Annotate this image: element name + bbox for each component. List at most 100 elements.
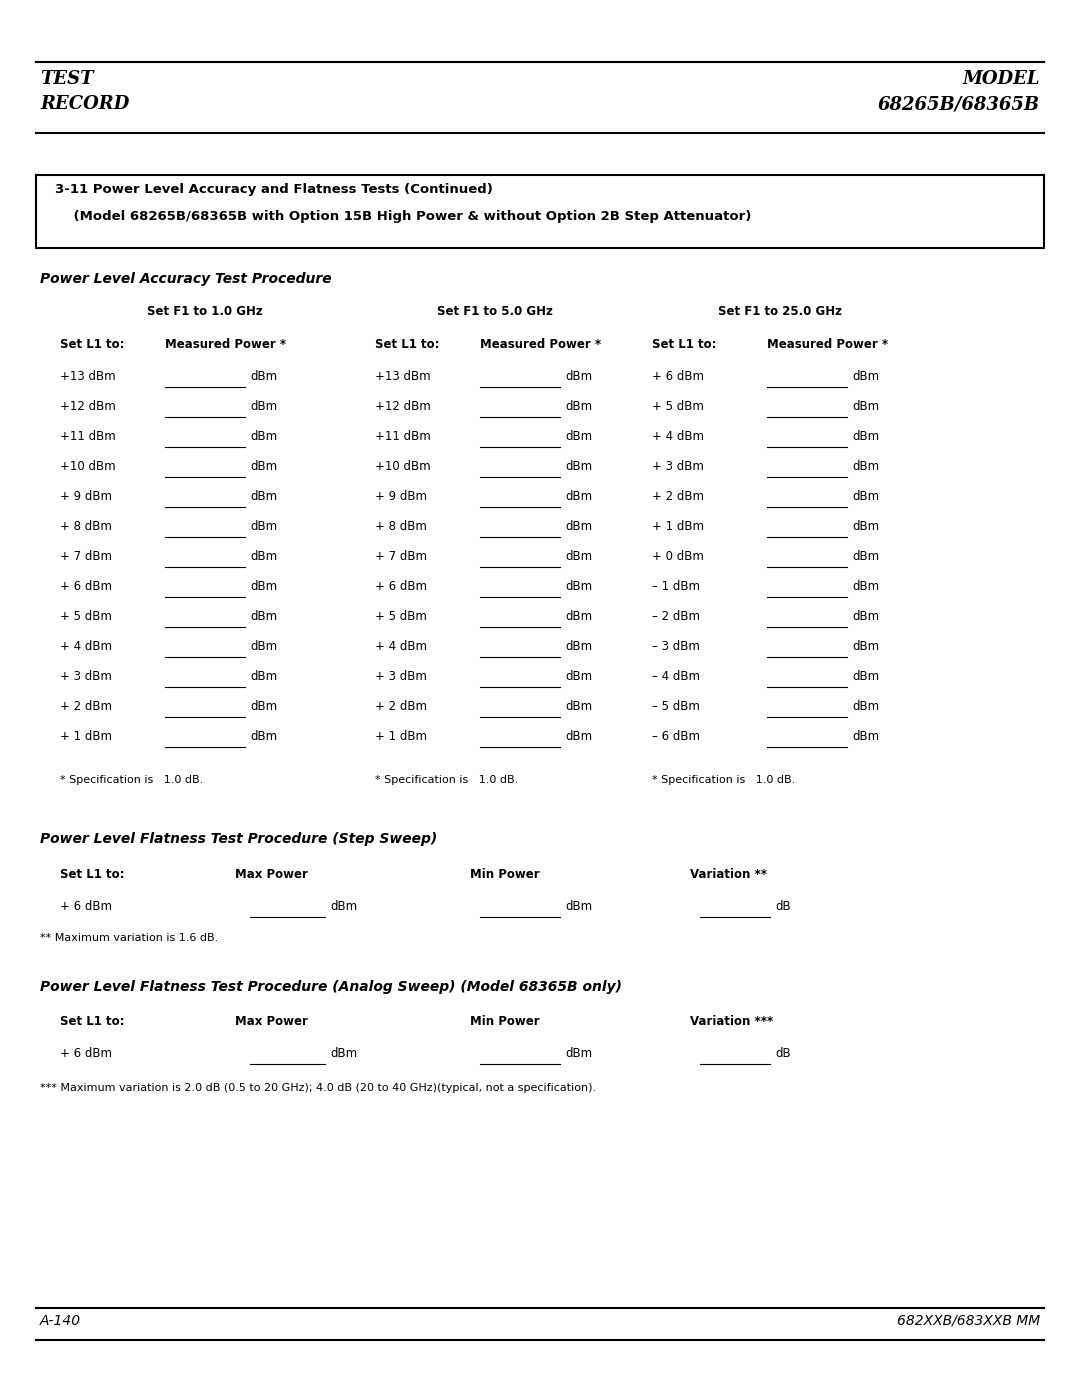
Text: dBm: dBm (852, 520, 879, 534)
Text: + 4 dBm: + 4 dBm (652, 430, 704, 443)
Text: Measured Power *: Measured Power * (165, 338, 286, 351)
Text: + 6 dBm: + 6 dBm (375, 580, 427, 592)
Text: dBm: dBm (249, 580, 278, 592)
Text: dBm: dBm (852, 400, 879, 414)
Text: – 2 dBm: – 2 dBm (652, 610, 700, 623)
Text: * Specification is   1.0 dB.: * Specification is 1.0 dB. (60, 775, 203, 785)
Text: dBm: dBm (249, 550, 278, 563)
Text: + 7 dBm: + 7 dBm (60, 550, 112, 563)
Text: Max Power: Max Power (235, 1016, 308, 1028)
Text: dBm: dBm (565, 400, 592, 414)
Text: – 6 dBm: – 6 dBm (652, 731, 700, 743)
Text: Min Power: Min Power (470, 1016, 540, 1028)
Text: Set L1 to:: Set L1 to: (60, 338, 124, 351)
Text: dBm: dBm (852, 460, 879, 474)
Text: dBm: dBm (330, 1046, 357, 1060)
Text: A-140: A-140 (40, 1315, 81, 1329)
Text: + 2 dBm: + 2 dBm (375, 700, 427, 712)
Text: dBm: dBm (852, 430, 879, 443)
Text: + 3 dBm: + 3 dBm (375, 671, 427, 683)
Text: dBm: dBm (852, 370, 879, 383)
Text: + 6 dBm: + 6 dBm (60, 1046, 112, 1060)
Text: Set L1 to:: Set L1 to: (60, 1016, 124, 1028)
Text: dBm: dBm (249, 731, 278, 743)
Text: dBm: dBm (249, 490, 278, 503)
Text: dBm: dBm (249, 671, 278, 683)
Text: MODEL: MODEL (962, 70, 1040, 88)
Text: + 5 dBm: + 5 dBm (375, 610, 427, 623)
Text: – 3 dBm: – 3 dBm (652, 640, 700, 652)
Text: dB: dB (775, 1046, 791, 1060)
Text: Set L1 to:: Set L1 to: (375, 338, 440, 351)
Text: +12 dBm: +12 dBm (60, 400, 116, 414)
Text: RECORD: RECORD (40, 95, 130, 113)
Text: dBm: dBm (852, 731, 879, 743)
Text: – 5 dBm: – 5 dBm (652, 700, 700, 712)
Text: Measured Power *: Measured Power * (767, 338, 888, 351)
Text: + 8 dBm: + 8 dBm (375, 520, 427, 534)
Text: dBm: dBm (249, 520, 278, 534)
Text: dBm: dBm (565, 731, 592, 743)
Text: + 7 dBm: + 7 dBm (375, 550, 427, 563)
Text: + 1 dBm: + 1 dBm (60, 731, 112, 743)
Text: dBm: dBm (565, 520, 592, 534)
Text: + 6 dBm: + 6 dBm (652, 370, 704, 383)
Text: + 9 dBm: + 9 dBm (60, 490, 112, 503)
Text: dBm: dBm (249, 400, 278, 414)
Text: dBm: dBm (565, 700, 592, 712)
Text: dBm: dBm (565, 671, 592, 683)
Text: + 2 dBm: + 2 dBm (60, 700, 112, 712)
Text: +13 dBm: +13 dBm (375, 370, 431, 383)
Text: – 1 dBm: – 1 dBm (652, 580, 700, 592)
Text: +13 dBm: +13 dBm (60, 370, 116, 383)
Text: * Specification is   1.0 dB.: * Specification is 1.0 dB. (652, 775, 795, 785)
Text: + 6 dBm: + 6 dBm (60, 580, 112, 592)
Text: Set L1 to:: Set L1 to: (60, 868, 124, 882)
Text: Min Power: Min Power (470, 868, 540, 882)
Text: +10 dBm: +10 dBm (60, 460, 116, 474)
Text: dBm: dBm (565, 370, 592, 383)
Text: +10 dBm: +10 dBm (375, 460, 431, 474)
Text: dB: dB (775, 900, 791, 914)
Text: 3-11 Power Level Accuracy and Flatness Tests (Continued): 3-11 Power Level Accuracy and Flatness T… (55, 183, 492, 196)
Text: + 2 dBm: + 2 dBm (652, 490, 704, 503)
Text: dBm: dBm (565, 430, 592, 443)
Text: TEST: TEST (40, 70, 94, 88)
Text: + 6 dBm: + 6 dBm (60, 900, 112, 914)
Text: + 5 dBm: + 5 dBm (652, 400, 704, 414)
FancyBboxPatch shape (36, 175, 1044, 249)
Text: Set F1 to 5.0 GHz: Set F1 to 5.0 GHz (437, 305, 553, 319)
Text: Set F1 to 25.0 GHz: Set F1 to 25.0 GHz (718, 305, 842, 319)
Text: – 4 dBm: – 4 dBm (652, 671, 700, 683)
Text: Max Power: Max Power (235, 868, 308, 882)
Text: + 8 dBm: + 8 dBm (60, 520, 112, 534)
Text: + 9 dBm: + 9 dBm (375, 490, 427, 503)
Text: dBm: dBm (249, 640, 278, 652)
Text: 68265B/68365B: 68265B/68365B (878, 95, 1040, 113)
Text: + 1 dBm: + 1 dBm (652, 520, 704, 534)
Text: Power Level Flatness Test Procedure (Analog Sweep) (Model 68365B only): Power Level Flatness Test Procedure (Ana… (40, 981, 622, 995)
Text: *** Maximum variation is 2.0 dB (0.5 to 20 GHz); 4.0 dB (20 to 40 GHz)(typical, : *** Maximum variation is 2.0 dB (0.5 to … (40, 1083, 596, 1092)
Text: +11 dBm: +11 dBm (375, 430, 431, 443)
Text: dBm: dBm (249, 430, 278, 443)
Text: * Specification is   1.0 dB.: * Specification is 1.0 dB. (375, 775, 518, 785)
Text: dBm: dBm (852, 640, 879, 652)
Text: + 5 dBm: + 5 dBm (60, 610, 112, 623)
Text: + 4 dBm: + 4 dBm (60, 640, 112, 652)
Text: Variation **: Variation ** (690, 868, 767, 882)
Text: dBm: dBm (852, 580, 879, 592)
Text: ** Maximum variation is 1.6 dB.: ** Maximum variation is 1.6 dB. (40, 933, 218, 943)
Text: Power Level Accuracy Test Procedure: Power Level Accuracy Test Procedure (40, 272, 332, 286)
Text: dBm: dBm (330, 900, 357, 914)
Text: dBm: dBm (565, 640, 592, 652)
Text: Power Level Flatness Test Procedure (Step Sweep): Power Level Flatness Test Procedure (Ste… (40, 833, 437, 847)
Text: dBm: dBm (852, 490, 879, 503)
Text: dBm: dBm (249, 460, 278, 474)
Text: dBm: dBm (565, 580, 592, 592)
Text: dBm: dBm (852, 700, 879, 712)
Text: dBm: dBm (852, 671, 879, 683)
Text: dBm: dBm (565, 1046, 592, 1060)
Text: (Model 68265B/68365B with Option 15B High Power & without Option 2B Step Attenua: (Model 68265B/68365B with Option 15B Hig… (55, 210, 752, 224)
Text: dBm: dBm (565, 610, 592, 623)
Text: + 3 dBm: + 3 dBm (60, 671, 112, 683)
